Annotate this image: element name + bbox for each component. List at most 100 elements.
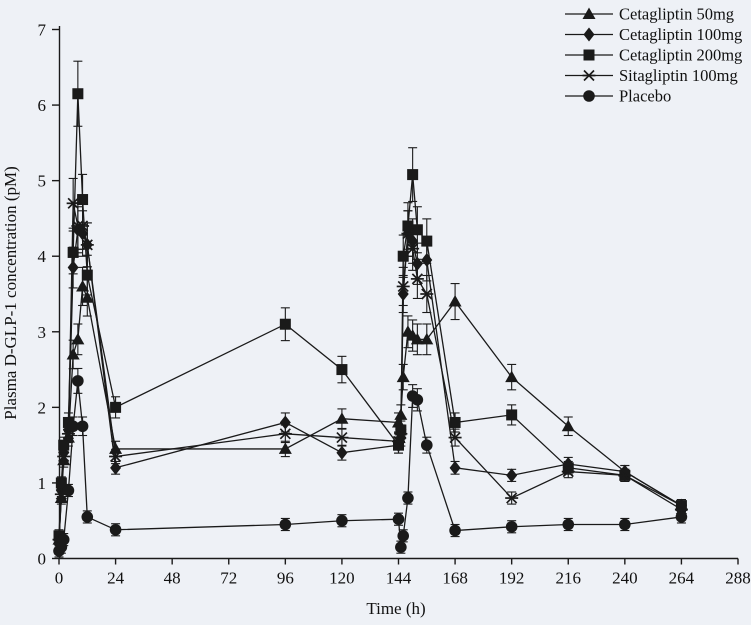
x-tick-label-0: 0 (55, 569, 64, 588)
x-tick-label-72: 72 (220, 569, 237, 588)
error-bars-cetagliptin-200mg (54, 60, 686, 543)
x-tick-label-96: 96 (277, 569, 294, 588)
series-cetagliptin-100mg (53, 206, 687, 551)
series-line-cetagliptin-200mg (58, 93, 682, 536)
marker-asterisk (278, 428, 292, 440)
marker-circle (675, 511, 688, 523)
marker-asterisk (420, 288, 434, 300)
marker-square (67, 246, 79, 258)
legend-item-cetagliptin-100mg: Cetagliptin 100mg (565, 25, 742, 44)
marker-triangle (109, 442, 123, 454)
x-axis-title: Time (h) (366, 599, 425, 618)
marker-square (110, 401, 122, 413)
marker-square (506, 409, 518, 421)
marker-diamond (583, 27, 595, 42)
marker-diamond (449, 460, 461, 475)
x-tick-label-192: 192 (499, 569, 525, 588)
marker-diamond (336, 445, 348, 460)
legend-label-placebo: Placebo (619, 87, 671, 106)
marker-square (77, 194, 89, 206)
marker-asterisk (394, 428, 408, 440)
marker-asterisk (392, 435, 405, 447)
marker-circle (109, 523, 122, 536)
marker-square (81, 269, 93, 281)
marker-asterisk (410, 273, 424, 285)
marker-asterisk (448, 431, 462, 444)
series-cetagliptin-200mg (53, 60, 687, 543)
marker-circle (76, 420, 89, 433)
marker-square (279, 318, 291, 330)
y-tick-label-0: 0 (38, 550, 47, 569)
marker-circle (57, 533, 70, 546)
marker-triangle (71, 332, 85, 345)
legend-label-cetagliptin-100mg: Cetagliptin 100mg (619, 25, 742, 44)
y-tick-label-7: 7 (38, 21, 47, 40)
marker-circle (67, 420, 79, 433)
x-tick-label-48: 48 (164, 569, 181, 588)
marker-asterisk (406, 243, 420, 255)
x-tick-label-168: 168 (442, 569, 468, 588)
marker-circle (397, 530, 410, 542)
x-tick-label-24: 24 (107, 569, 125, 588)
x-tick-label-240: 240 (612, 569, 638, 588)
legend-item-sitagliptin-100mg: Sitagliptin 100mg (565, 66, 738, 85)
x-axis-ticks: 0 24 48 72 96 120 144 168 192 216 240 264 288 (55, 558, 751, 588)
marker-asterisk (80, 239, 94, 251)
y-tick-label-6: 6 (38, 96, 47, 115)
series-line-cetagliptin-100mg (58, 228, 682, 544)
legend-item-cetagliptin-200mg: Cetagliptin 200mg (565, 46, 742, 65)
marker-asterisk (505, 492, 519, 504)
marker-circle (420, 439, 433, 451)
marker-asterisk (76, 220, 90, 232)
marker-circle (395, 541, 407, 553)
legend-item-cetagliptin-50mg: Cetagliptin 50mg (565, 5, 734, 24)
y-tick-label-2: 2 (38, 398, 47, 417)
marker-diamond (506, 468, 518, 483)
marker-asterisk (582, 69, 596, 82)
marker-circle (336, 514, 348, 527)
legend-item-placebo: Placebo (565, 87, 671, 106)
marker-triangle (448, 295, 462, 307)
marker-square (336, 364, 348, 376)
marker-square (421, 235, 433, 247)
series-line-sitagliptin-100mg (58, 203, 682, 540)
marker-circle (619, 518, 631, 531)
marker-asterisk (561, 465, 575, 478)
axes: 0 24 48 72 96 120 144 168 192 216 240 264 288 0 1 2 3 4 5… (38, 21, 751, 588)
marker-asterisk (109, 450, 123, 463)
marker-asterisk (396, 280, 410, 293)
marker-triangle (582, 7, 596, 19)
marker-circle (72, 375, 84, 387)
marker-circle (449, 524, 461, 537)
marker-circle (81, 511, 94, 523)
error-bars-cetagliptin-100mg (54, 206, 686, 550)
marker-square (72, 88, 84, 100)
marker-circle (411, 394, 424, 406)
marker-triangle (80, 291, 94, 303)
marker-asterisk (401, 227, 415, 240)
marker-circle (279, 518, 292, 531)
x-tick-label-264: 264 (669, 569, 695, 588)
marker-square (407, 169, 419, 181)
marker-triangle (420, 332, 434, 345)
marker-square (58, 439, 70, 451)
marker-triangle (335, 412, 349, 424)
y-axis-title: Plasma D-GLP-1 concentration (pM) (1, 166, 20, 420)
marker-triangle (561, 419, 575, 432)
x-tick-label-288: 288 (725, 569, 751, 588)
marker-asterisk (66, 197, 80, 209)
x-tick-label-144: 144 (386, 569, 412, 588)
marker-asterisk (57, 450, 71, 463)
legend-label-sitagliptin-100mg: Sitagliptin 100mg (619, 66, 738, 85)
marker-square (449, 416, 461, 428)
marker-asterisk (618, 469, 632, 481)
marker-circle (402, 492, 414, 504)
marker-circle (562, 518, 575, 531)
marker-circle (392, 513, 405, 526)
marker-circle (62, 484, 75, 497)
marker-square (411, 224, 423, 236)
marker-triangle (76, 279, 90, 292)
marker-triangle (396, 370, 410, 383)
